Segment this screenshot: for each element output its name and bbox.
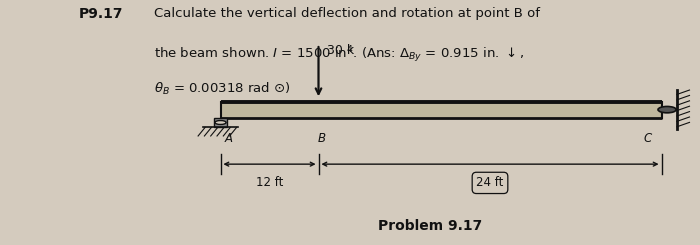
Text: P9.17: P9.17	[79, 7, 124, 21]
Circle shape	[658, 106, 676, 113]
Text: 12 ft: 12 ft	[256, 176, 284, 189]
Text: Problem 9.17: Problem 9.17	[379, 219, 482, 233]
Text: 24 ft: 24 ft	[476, 176, 504, 189]
Text: A: A	[225, 132, 233, 145]
Text: the beam shown. $I$ = 1500 in$^4$. (Ans: $\Delta_{By}$ = 0.915 in. $\downarrow$,: the beam shown. $I$ = 1500 in$^4$. (Ans:…	[154, 44, 524, 65]
Bar	[214, 118, 227, 127]
Text: C: C	[643, 132, 652, 145]
Text: Calculate the vertical deflection and rotation at point B of: Calculate the vertical deflection and ro…	[154, 7, 540, 20]
Text: B: B	[318, 132, 326, 145]
Bar	[220, 102, 662, 118]
Text: $\theta_B$ = 0.00318 rad ⊙): $\theta_B$ = 0.00318 rad ⊙)	[154, 81, 290, 97]
Circle shape	[215, 121, 226, 124]
Text: 30 k: 30 k	[327, 44, 354, 57]
